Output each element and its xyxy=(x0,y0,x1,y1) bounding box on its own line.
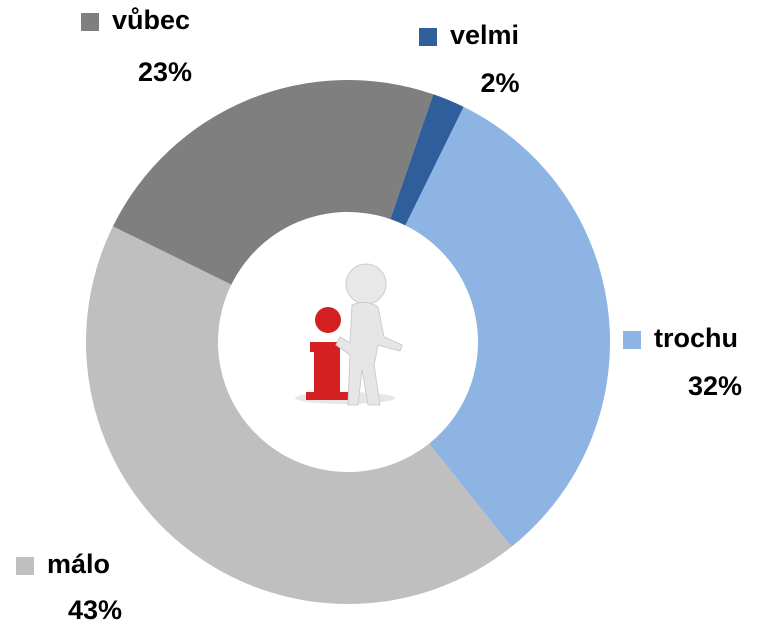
value-label: 23% xyxy=(138,57,192,87)
legend-marker xyxy=(419,28,437,46)
donut-slice xyxy=(86,226,512,604)
center-icon xyxy=(295,263,403,406)
category-label: vůbec xyxy=(112,5,190,35)
value-label: 43% xyxy=(68,595,122,625)
legend-marker xyxy=(16,557,34,575)
legend-marker xyxy=(81,13,99,31)
donut-slice xyxy=(405,106,610,547)
category-label: velmi xyxy=(450,20,519,50)
category-label: málo xyxy=(47,549,110,579)
donut-slice xyxy=(112,80,434,285)
value-label: 2% xyxy=(480,68,519,98)
legend-marker xyxy=(623,331,641,349)
value-label: 32% xyxy=(688,371,742,401)
category-label: trochu xyxy=(654,323,738,353)
donut-slice xyxy=(390,94,464,226)
